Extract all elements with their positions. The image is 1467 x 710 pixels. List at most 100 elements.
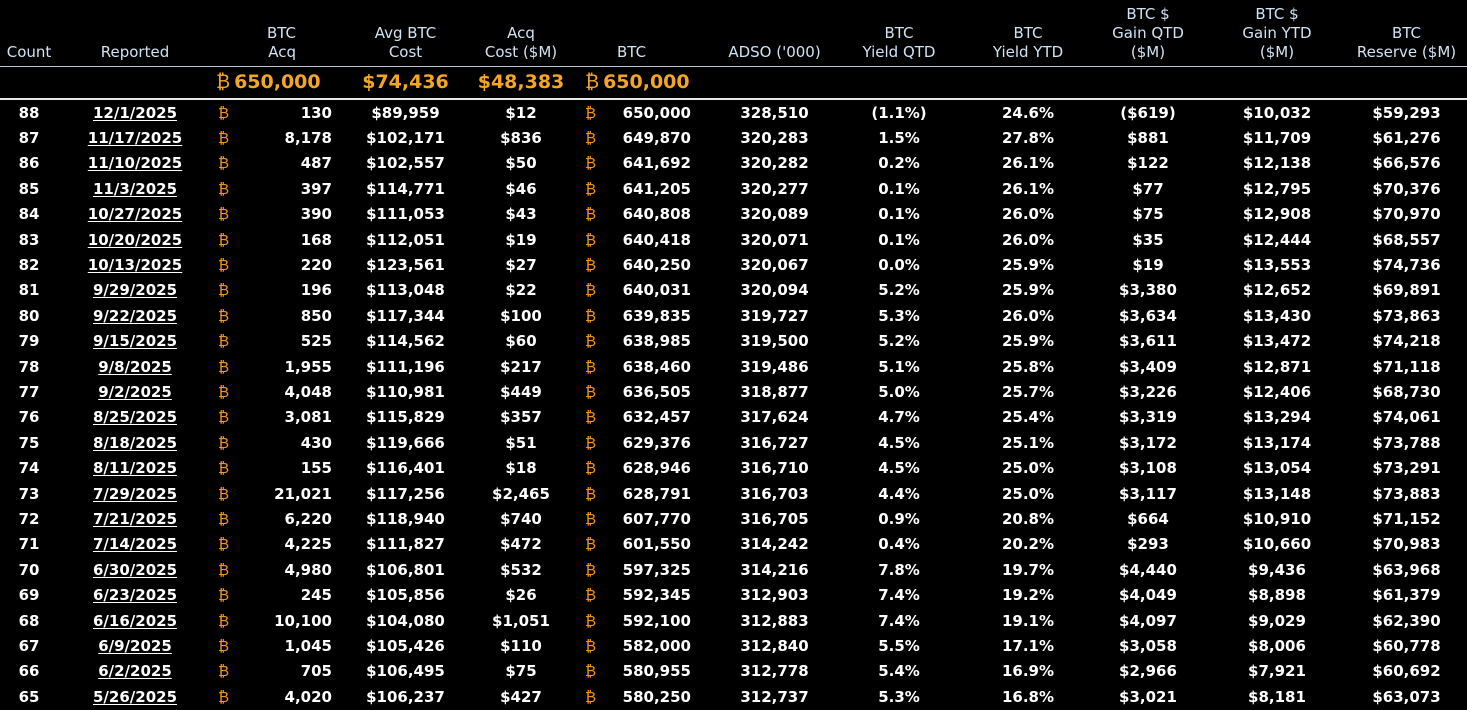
reported-date-link[interactable]: 8/25/2025 bbox=[58, 405, 212, 430]
btc-holdings-value: 601,550 bbox=[622, 535, 691, 554]
reported-date[interactable]: 9/15/2025 bbox=[92, 332, 178, 351]
reported-date[interactable]: 12/1/2025 bbox=[92, 103, 178, 122]
reported-date[interactable]: 6/30/2025 bbox=[92, 560, 178, 579]
gain-ytd-cell: $13,294 bbox=[1242, 408, 1312, 427]
yield-qtd-cell: 0.1% bbox=[878, 205, 920, 224]
reported-date-link[interactable]: 9/15/2025 bbox=[58, 329, 212, 354]
reported-date-link[interactable]: 6/16/2025 bbox=[58, 608, 212, 633]
reported-date-link[interactable]: 7/21/2025 bbox=[58, 506, 212, 531]
reported-date[interactable]: 5/26/2025 bbox=[92, 687, 178, 706]
reported-date[interactable]: 8/11/2025 bbox=[92, 459, 178, 478]
reported-date[interactable]: 10/13/2025 bbox=[87, 256, 183, 275]
count-cell: 86 bbox=[18, 154, 40, 173]
col-reserve-header[interactable]: BTC Reserve ($M) bbox=[1356, 23, 1457, 61]
reported-date[interactable]: 11/10/2025 bbox=[87, 154, 183, 173]
reported-date[interactable]: 6/16/2025 bbox=[92, 611, 178, 630]
reported-date-link[interactable]: 12/1/2025 bbox=[58, 99, 212, 125]
bitcoin-icon: ₿ bbox=[216, 70, 231, 93]
reported-date-link[interactable]: 10/20/2025 bbox=[58, 227, 212, 252]
bitcoin-icon: ₿ bbox=[218, 179, 230, 198]
reported-date-link[interactable]: 6/9/2025 bbox=[58, 633, 212, 658]
reported-date-link[interactable]: 11/3/2025 bbox=[58, 176, 212, 201]
bitcoin-icon: ₿ bbox=[218, 636, 230, 655]
btc-acq-cell: ₿ 168 bbox=[212, 227, 346, 252]
yield-qtd-cell: 7.4% bbox=[878, 611, 920, 630]
yield-ytd-cell: 26.1% bbox=[1001, 179, 1055, 198]
gain-qtd-cell: $3,319 bbox=[1119, 408, 1177, 427]
col-reported-header[interactable]: Reported bbox=[100, 42, 170, 61]
bitcoin-icon: ₿ bbox=[218, 484, 230, 503]
table-row: 79 9/15/2025 ₿ 525 $114,562 $60 ₿ 638,985 319,50… bbox=[0, 329, 1467, 354]
btc-holdings-cell: ₿ 640,808 bbox=[577, 202, 719, 227]
reported-date-link[interactable]: 6/2/2025 bbox=[58, 659, 212, 684]
reserve-cell: $73,883 bbox=[1372, 484, 1441, 503]
reported-date[interactable]: 10/27/2025 bbox=[87, 205, 183, 224]
yield-ytd-cell: 26.1% bbox=[1001, 154, 1055, 173]
reported-date[interactable]: 11/3/2025 bbox=[92, 179, 178, 198]
gain-qtd-cell: $3,409 bbox=[1119, 357, 1177, 376]
reported-date[interactable]: 7/21/2025 bbox=[92, 509, 178, 528]
bitcoin-icon: ₿ bbox=[585, 433, 597, 452]
yield-qtd-cell: 0.0% bbox=[878, 256, 920, 275]
reported-date-link[interactable]: 5/26/2025 bbox=[58, 684, 212, 709]
reported-date-link[interactable]: 9/2/2025 bbox=[58, 379, 212, 404]
reported-date[interactable]: 11/17/2025 bbox=[87, 129, 183, 148]
bitcoin-icon: ₿ bbox=[585, 154, 597, 173]
btc-acq-value: 196 bbox=[300, 281, 332, 300]
reported-date-link[interactable]: 6/30/2025 bbox=[58, 557, 212, 582]
reported-date-link[interactable]: 9/29/2025 bbox=[58, 278, 212, 303]
acq-cost-cell: $427 bbox=[500, 687, 542, 706]
reserve-cell: $68,730 bbox=[1372, 382, 1441, 401]
reported-date-link[interactable]: 8/18/2025 bbox=[58, 430, 212, 455]
yield-qtd-cell: 1.5% bbox=[878, 129, 920, 148]
col-adso-header[interactable]: ADSO ('000) bbox=[728, 42, 821, 61]
col-btc-header[interactable]: BTC bbox=[617, 42, 647, 61]
reported-date-link[interactable]: 6/23/2025 bbox=[58, 582, 212, 607]
yield-ytd-cell: 26.0% bbox=[1001, 230, 1055, 249]
reported-date-link[interactable]: 10/27/2025 bbox=[58, 202, 212, 227]
btc-holdings-cell: ₿ 592,345 bbox=[577, 582, 719, 607]
reported-date[interactable]: 9/8/2025 bbox=[98, 357, 172, 376]
col-yield-ytd-header[interactable]: BTC Yield YTD bbox=[992, 23, 1064, 61]
reported-date-link[interactable]: 7/14/2025 bbox=[58, 532, 212, 557]
col-count-header[interactable]: Count bbox=[6, 42, 52, 61]
acq-cost-cell: $1,051 bbox=[492, 611, 550, 630]
col-acq-cost-header[interactable]: Acq Cost ($M) bbox=[484, 23, 558, 61]
reported-date[interactable]: 8/25/2025 bbox=[92, 408, 178, 427]
yield-ytd-cell: 25.0% bbox=[1001, 459, 1055, 478]
reported-date[interactable]: 7/14/2025 bbox=[92, 535, 178, 554]
btc-holdings-cell: ₿ 582,000 bbox=[577, 633, 719, 658]
col-gain-qtd-header[interactable]: BTC $ Gain QTD ($M) bbox=[1112, 4, 1184, 61]
gain-ytd-cell: $13,174 bbox=[1242, 433, 1312, 452]
yield-qtd-cell: 0.1% bbox=[878, 179, 920, 198]
reported-date[interactable]: 6/9/2025 bbox=[98, 636, 172, 655]
reported-date[interactable]: 9/29/2025 bbox=[92, 281, 178, 300]
adso-cell: 316,710 bbox=[740, 459, 809, 478]
reported-date[interactable]: 6/23/2025 bbox=[92, 586, 178, 605]
reported-date-link[interactable]: 8/11/2025 bbox=[58, 455, 212, 480]
reported-date[interactable]: 6/2/2025 bbox=[98, 662, 172, 681]
col-gain-ytd-header[interactable]: BTC $ Gain YTD ($M) bbox=[1242, 4, 1312, 61]
avg-cost-cell: $102,171 bbox=[366, 129, 445, 148]
reported-date[interactable]: 10/20/2025 bbox=[87, 230, 183, 249]
reported-date-link[interactable]: 11/10/2025 bbox=[58, 151, 212, 176]
col-btc-acq-header[interactable]: BTC Acq bbox=[266, 23, 296, 61]
reported-date-link[interactable]: 9/8/2025 bbox=[58, 354, 212, 379]
reported-date[interactable]: 7/29/2025 bbox=[92, 484, 178, 503]
reported-date-link[interactable]: 11/17/2025 bbox=[58, 125, 212, 150]
bitcoin-icon: ₿ bbox=[585, 535, 597, 554]
reported-date-link[interactable]: 9/22/2025 bbox=[58, 303, 212, 328]
reported-date[interactable]: 8/18/2025 bbox=[92, 433, 178, 452]
reported-date[interactable]: 9/2/2025 bbox=[98, 382, 172, 401]
btc-holdings-value: 580,250 bbox=[622, 687, 691, 706]
table-row: 81 9/29/2025 ₿ 196 $113,048 $22 ₿ 640,031 320,09… bbox=[0, 278, 1467, 303]
count-cell: 67 bbox=[18, 636, 40, 655]
reported-date-link[interactable]: 10/13/2025 bbox=[58, 252, 212, 277]
acq-cost-cell: $12 bbox=[505, 103, 537, 122]
reported-date-link[interactable]: 7/29/2025 bbox=[58, 481, 212, 506]
col-avg-cost-header[interactable]: Avg BTC Cost bbox=[374, 23, 437, 61]
reported-date[interactable]: 9/22/2025 bbox=[92, 306, 178, 325]
btc-acq-cell: ₿ 130 bbox=[212, 99, 346, 125]
adso-cell: 320,089 bbox=[740, 205, 809, 224]
col-yield-qtd-header[interactable]: BTC Yield QTD bbox=[862, 23, 936, 61]
